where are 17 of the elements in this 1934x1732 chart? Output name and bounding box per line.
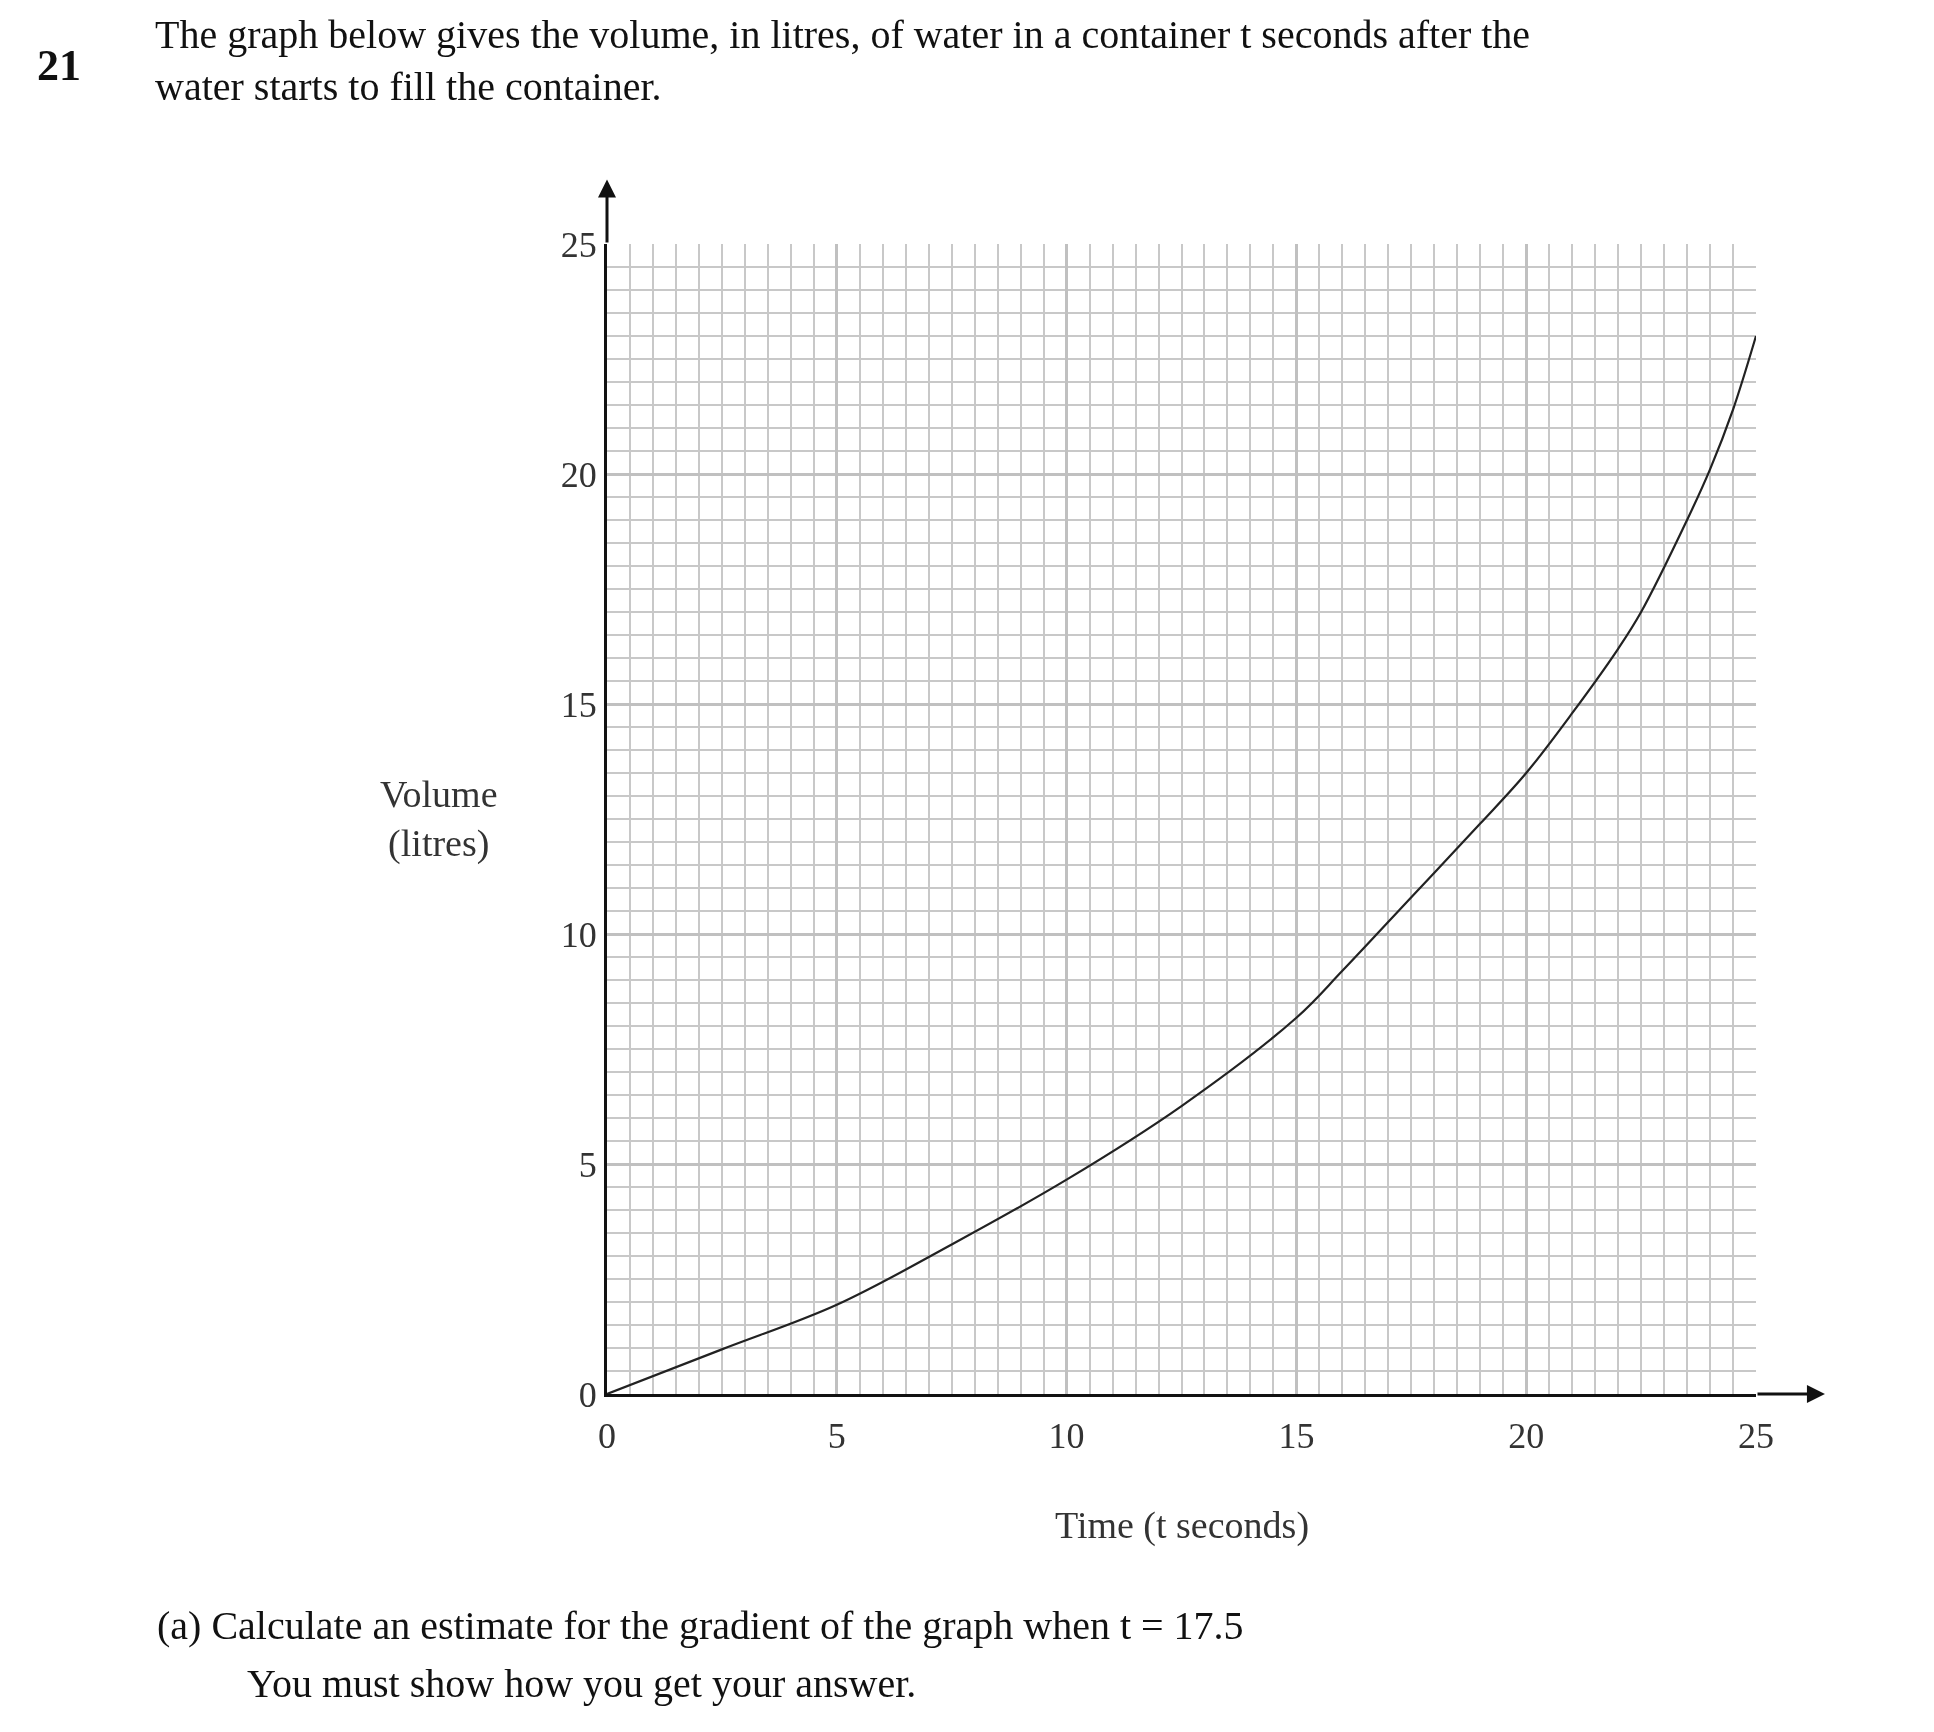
y-tick-label: 20 [560, 454, 597, 495]
x-tick-label: 25 [1738, 1416, 1774, 1457]
x-tick-label: 5 [827, 1416, 846, 1457]
text: (a) Calculate an estimate for the gradient of the graph when t = 17.5 [157, 1603, 1244, 1648]
x-axis-title: Time (t seconds) [1055, 1504, 1310, 1547]
x-tick-label: 15 [1278, 1416, 1315, 1457]
y-tick-label: 0 [578, 1374, 597, 1415]
y-tick-label: 15 [560, 684, 597, 725]
x-tick-label: 20 [1508, 1416, 1545, 1457]
chart-title: The graph below gives the volume, in litres, of water in a container t seconds after the water starts to fill the container. [155, 12, 1531, 110]
text: 21 [37, 41, 81, 90]
y-tick-label: 25 [560, 224, 597, 265]
y-axis-title: Volume (litres) [380, 773, 498, 866]
y-tick-label: 10 [560, 914, 597, 955]
y-tick-label: 5 [578, 1144, 597, 1185]
x-tick-label: 10 [1048, 1416, 1085, 1457]
text: You must show how you get your answer. [247, 1661, 917, 1706]
